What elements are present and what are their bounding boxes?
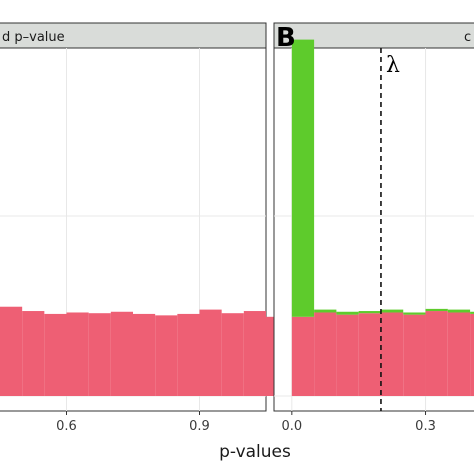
histogram-bar xyxy=(314,312,337,396)
histogram-bar xyxy=(358,313,381,396)
histogram-bar-segment xyxy=(358,311,381,314)
histogram-bar xyxy=(0,306,23,396)
x-tick-label: 0.9 xyxy=(189,419,210,434)
panel-left-ticks: 0.6 0.9 xyxy=(56,411,210,434)
histogram-bar xyxy=(155,315,178,396)
histogram-bar xyxy=(44,313,67,396)
histogram-bar-segment xyxy=(447,309,471,313)
histogram-bar xyxy=(291,316,315,396)
histogram-bar xyxy=(66,312,89,396)
histogram-bar xyxy=(22,311,45,396)
x-tick-label: 0.3 xyxy=(415,419,436,434)
lambda-label: λ xyxy=(386,53,400,78)
panel-right-bars xyxy=(291,39,474,396)
x-tick-label: 0.0 xyxy=(281,419,302,434)
histogram-bar xyxy=(177,313,200,396)
x-axis-title: p-values xyxy=(219,442,291,462)
histogram-bar xyxy=(447,312,471,396)
histogram-bar xyxy=(425,311,448,396)
panel-left-strip-label: d p–value xyxy=(2,30,65,45)
x-tick-label: 0.6 xyxy=(56,419,77,434)
panel-right-strip-label: c xyxy=(464,30,471,45)
histogram-bar xyxy=(380,312,404,396)
histogram-bar xyxy=(199,309,222,396)
histogram-bar-segment xyxy=(314,309,337,313)
histogram-bar xyxy=(110,311,133,396)
histogram-bar-segment xyxy=(336,311,359,315)
panel-left-strip xyxy=(0,22,267,49)
panel-left: d p–value 0.6 0.9 xyxy=(0,22,289,434)
histogram-bar xyxy=(403,314,426,396)
panel-right: c λ 0.0 0.3 xyxy=(273,22,474,434)
histogram-bar xyxy=(336,314,359,396)
histogram-bar xyxy=(133,313,156,396)
histogram-bar-segment xyxy=(470,311,474,314)
histogram-bar-segment xyxy=(380,309,404,313)
histogram-bar xyxy=(470,313,474,396)
panel-left-bars xyxy=(0,306,289,396)
histogram-bar-segment xyxy=(403,312,426,315)
histogram-bar-segment xyxy=(425,308,448,312)
panel-right-ticks: 0.0 0.3 xyxy=(281,411,436,434)
histogram-bar xyxy=(243,311,266,396)
panel-letter-b: B xyxy=(276,23,296,53)
histogram-bar xyxy=(221,313,244,396)
histogram-bar-segment xyxy=(291,39,315,317)
histogram-bar xyxy=(88,313,111,396)
